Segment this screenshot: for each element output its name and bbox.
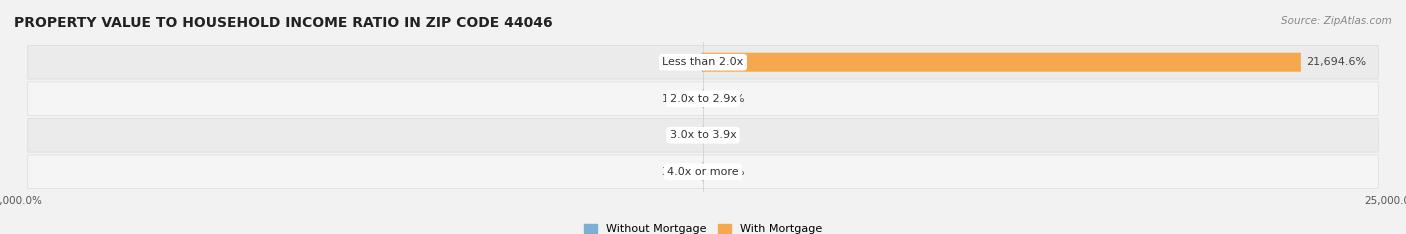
- Text: 21,694.6%: 21,694.6%: [1306, 57, 1367, 67]
- Text: 3.0x to 3.9x: 3.0x to 3.9x: [669, 130, 737, 140]
- Text: 7.1%: 7.1%: [709, 130, 737, 140]
- Text: PROPERTY VALUE TO HOUSEHOLD INCOME RATIO IN ZIP CODE 44046: PROPERTY VALUE TO HOUSEHOLD INCOME RATIO…: [14, 16, 553, 30]
- Text: 22.5%: 22.5%: [709, 167, 745, 177]
- Text: Source: ZipAtlas.com: Source: ZipAtlas.com: [1281, 16, 1392, 26]
- Text: 46.4%: 46.4%: [661, 57, 696, 67]
- Text: 30.7%: 30.7%: [661, 167, 696, 177]
- FancyBboxPatch shape: [703, 53, 1301, 72]
- FancyBboxPatch shape: [28, 82, 1378, 116]
- Legend: Without Mortgage, With Mortgage: Without Mortgage, With Mortgage: [579, 219, 827, 234]
- Text: Less than 2.0x: Less than 2.0x: [662, 57, 744, 67]
- FancyBboxPatch shape: [28, 45, 1378, 79]
- FancyBboxPatch shape: [28, 118, 1378, 152]
- Text: 41.7%: 41.7%: [710, 94, 745, 104]
- Text: 2.0x to 2.9x: 2.0x to 2.9x: [669, 94, 737, 104]
- Text: 7.9%: 7.9%: [669, 130, 697, 140]
- Text: 4.0x or more: 4.0x or more: [668, 167, 738, 177]
- FancyBboxPatch shape: [28, 155, 1378, 189]
- Text: 15.0%: 15.0%: [662, 94, 697, 104]
